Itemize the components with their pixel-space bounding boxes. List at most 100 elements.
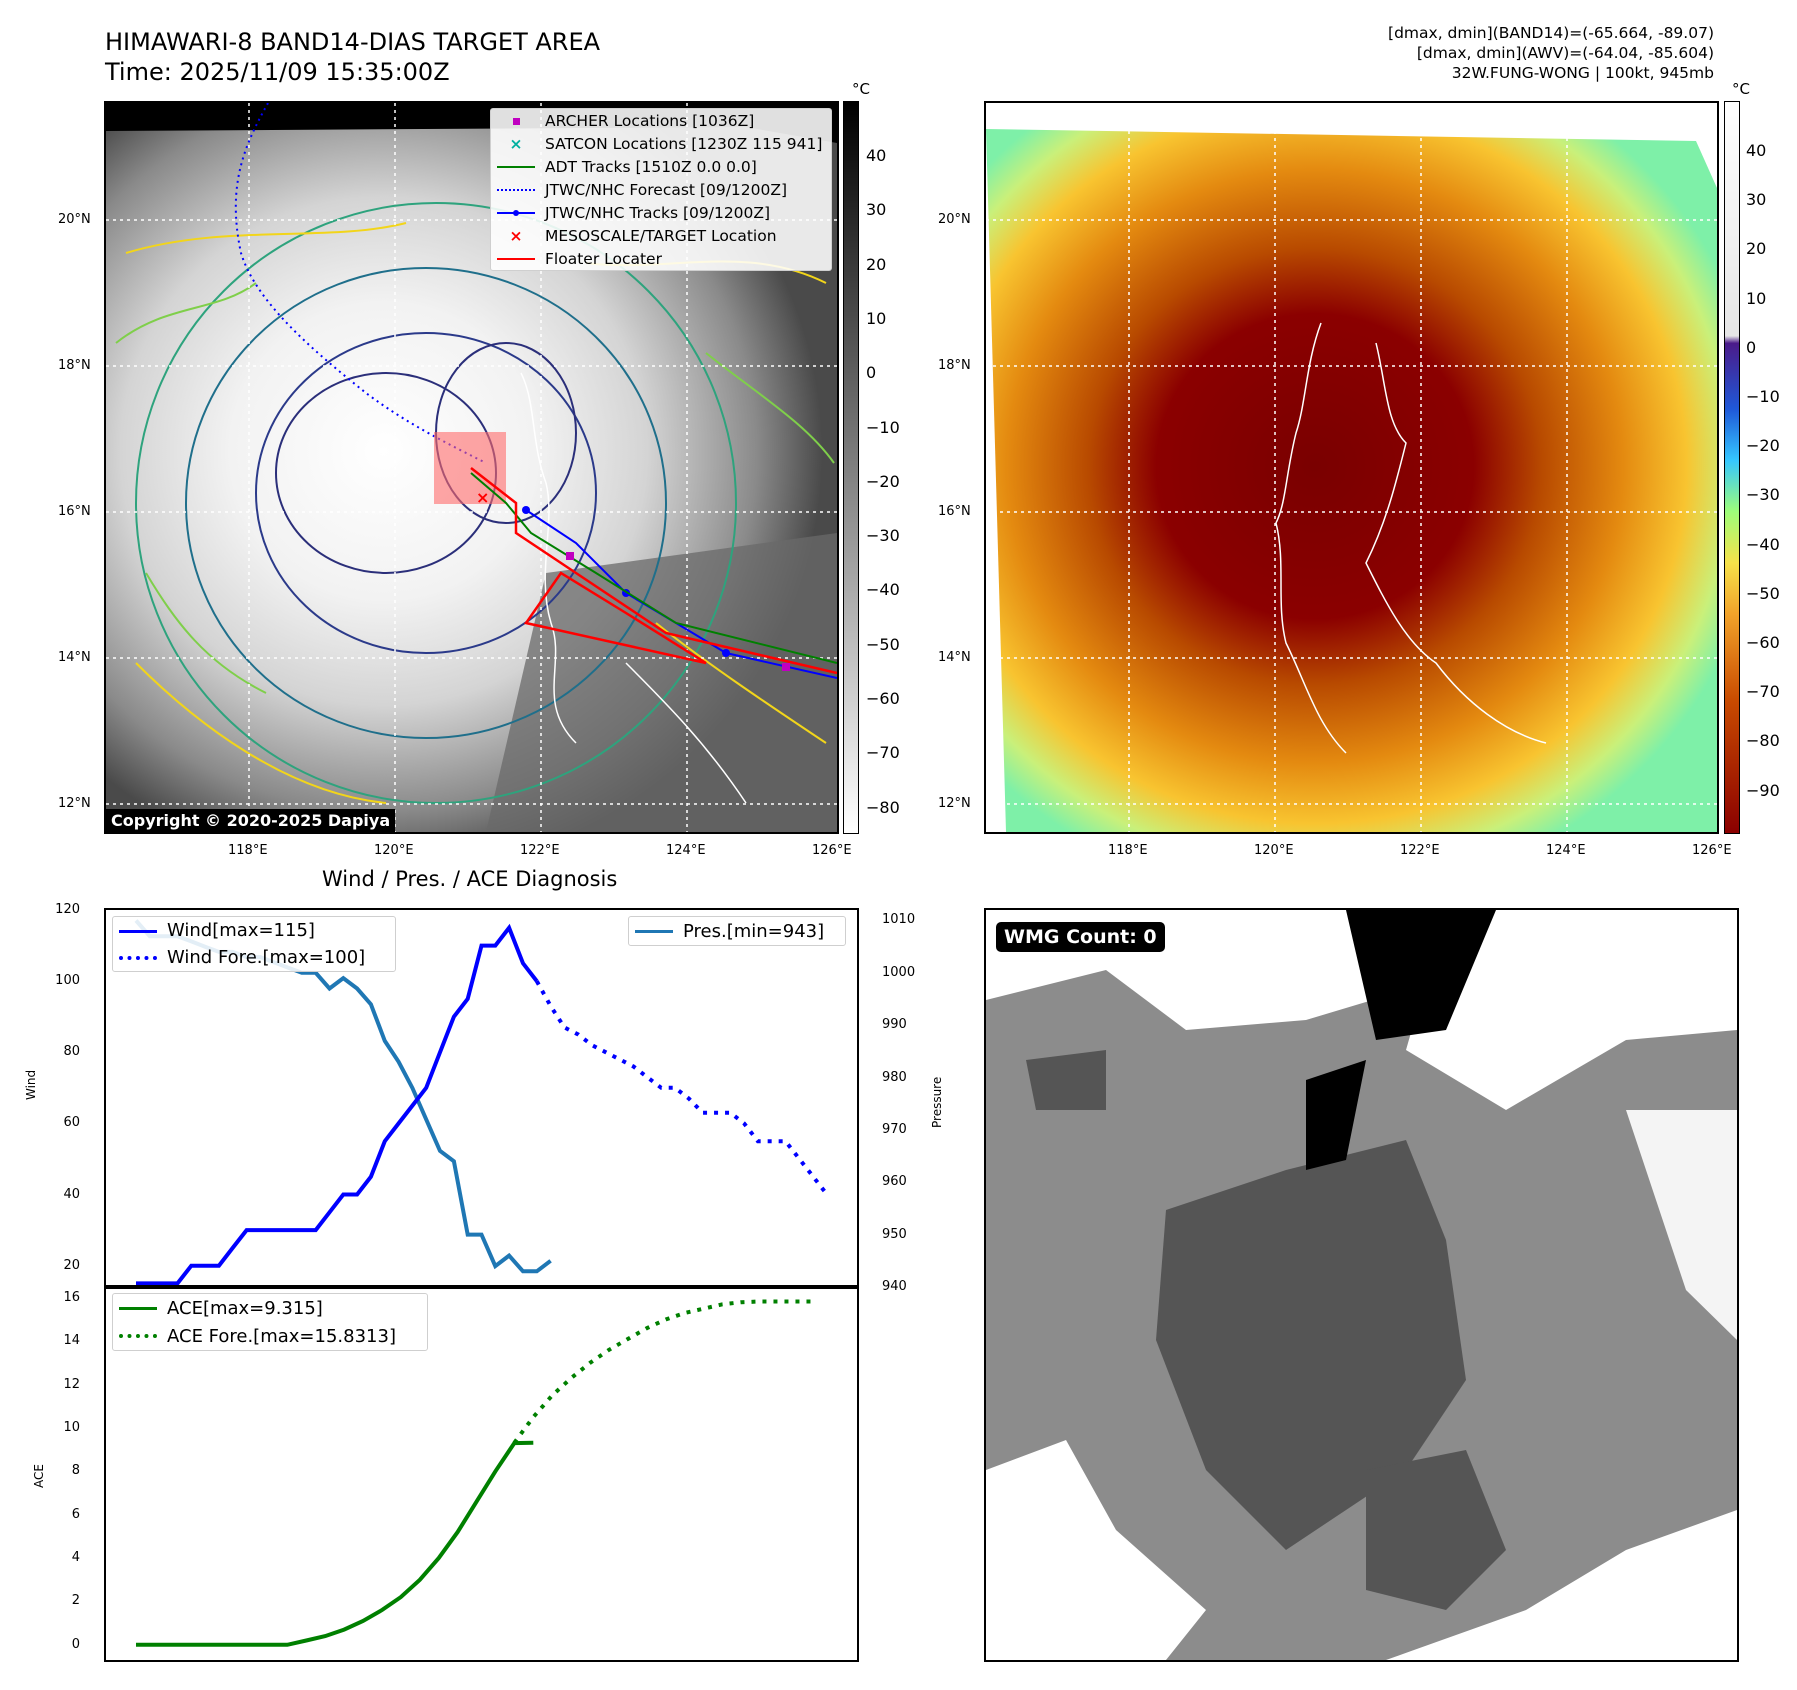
- lat-tick: 12°N: [938, 796, 971, 811]
- colorbar-tick: −20: [866, 471, 900, 491]
- y-tick: 20: [63, 1257, 80, 1273]
- pressure-legend: Pres.[min=943]: [628, 916, 846, 946]
- lon-tick: 118°E: [1108, 843, 1148, 858]
- info-storm: 32W.FUNG-WONG | 100kt, 945mb: [1451, 64, 1714, 82]
- lat-tick: 12°N: [58, 796, 91, 811]
- ace-forecast-line: [512, 1299, 817, 1444]
- ace-line: [136, 1440, 534, 1647]
- y-tick: 1010: [882, 912, 916, 928]
- legend-item-satcon: × SATCON Locations [1230Z 115 941]: [509, 134, 823, 153]
- colorbar-tick: −40: [1746, 534, 1780, 554]
- lon-tick: 122°E: [1400, 843, 1440, 858]
- wind-ylabel: Wind: [24, 1069, 38, 1100]
- diagnosis-title: Wind / Pres. / ACE Diagnosis: [322, 867, 618, 891]
- ace-chart: [104, 1285, 859, 1662]
- awv-map-panel: [984, 101, 1719, 834]
- legend-item-jtwc-forecast: JTWC/NHC Forecast [09/1200Z]: [491, 178, 831, 201]
- y-tick: 40: [63, 1186, 80, 1202]
- colorbar-tick: 0: [1746, 337, 1757, 357]
- lon-tick: 122°E: [520, 843, 560, 858]
- colorbar-tick: 10: [866, 308, 887, 328]
- y-tick: 14: [63, 1333, 80, 1349]
- y-tick: 940: [882, 1279, 907, 1294]
- lat-tick: 16°N: [58, 504, 91, 519]
- y-tick: 16: [63, 1289, 80, 1305]
- ace-legend: ACE[max=9.315] ACE Fore.[max=15.8313]: [112, 1293, 428, 1351]
- colorbar-tick: −70: [866, 743, 900, 763]
- colorbar-tick: −10: [866, 417, 900, 437]
- awv-map-image: [986, 103, 1717, 832]
- legend-item-pressure: Pres.[min=943]: [629, 917, 845, 945]
- y-tick: 120: [55, 902, 80, 917]
- y-tick: 80: [63, 1044, 80, 1060]
- map-legend: ARCHER Locations [1036Z] × SATCON Locatio…: [490, 108, 832, 271]
- lon-tick: 126°E: [1692, 843, 1732, 858]
- colorbar-tick: 20: [866, 254, 887, 274]
- info-awv: [dmax, dmin](AWV)=(-64.04, -85.604): [1416, 44, 1714, 62]
- colorbar-tick: −80: [1746, 731, 1780, 751]
- colorbar-tick: −50: [866, 634, 900, 654]
- y-tick: 950: [882, 1226, 907, 1242]
- lon-tick: 118°E: [228, 843, 268, 858]
- colorbar-tick: −80: [866, 797, 900, 817]
- y-tick: 0: [71, 1636, 80, 1652]
- lat-tick: 20°N: [938, 212, 971, 227]
- y-tick: 8: [71, 1463, 80, 1479]
- legend-item-archer: ARCHER Locations [1036Z]: [491, 109, 831, 132]
- y-tick: 6: [71, 1506, 80, 1522]
- legend-item-adt: ADT Tracks [1510Z 0.0 0.0]: [491, 155, 831, 178]
- y-tick: 4: [71, 1550, 80, 1566]
- wmg-panel: WMG Count: 0: [984, 908, 1739, 1662]
- colorbar-tick: −20: [1746, 436, 1780, 456]
- colorbar-tick: −50: [1746, 583, 1780, 603]
- lat-tick: 18°N: [58, 358, 91, 373]
- lat-tick: 20°N: [58, 212, 91, 227]
- y-tick: 12: [63, 1376, 80, 1392]
- awv-colorbar-unit: °C: [1732, 80, 1750, 98]
- pressure-line: [134, 919, 552, 1274]
- colorbar-tick: −30: [866, 526, 900, 546]
- y-tick: 970: [882, 1121, 907, 1137]
- lat-tick: 16°N: [938, 504, 971, 519]
- lat-tick: 14°N: [938, 650, 971, 665]
- lat-tick: 14°N: [58, 650, 91, 665]
- pressure-ylabel: Pressure: [930, 1076, 944, 1128]
- svg-text:×: ×: [476, 488, 489, 507]
- lon-tick: 126°E: [812, 843, 852, 858]
- y-tick: 1000: [882, 964, 916, 980]
- colorbar-tick: 30: [1746, 190, 1767, 210]
- awv-colorbar: [1724, 101, 1740, 834]
- lat-tick: 18°N: [938, 358, 971, 373]
- y-tick: 980: [882, 1069, 907, 1085]
- legend-item-wind: Wind[max=115]: [113, 917, 395, 944]
- y-tick: 100: [55, 973, 80, 989]
- colorbar-tick: −70: [1746, 682, 1780, 702]
- info-band14: [dmax, dmin](BAND14)=(-65.664, -89.07): [1388, 24, 1714, 42]
- legend-item-ace-forecast: ACE Fore.[max=15.8313]: [113, 1322, 427, 1350]
- legend-item-jtwc-tracks: JTWC/NHC Tracks [09/1200Z]: [491, 201, 831, 224]
- legend-item-ace: ACE[max=9.315]: [113, 1294, 427, 1322]
- lon-tick: 120°E: [1254, 843, 1294, 858]
- copyright-label: Copyright © 2020-2025 Dapiya: [106, 809, 396, 832]
- colorbar-tick: 40: [866, 146, 887, 165]
- ir-map-image: ×: [106, 103, 837, 832]
- wind-line: [136, 923, 539, 1286]
- wind-forecast-line: [535, 980, 829, 1196]
- wind-legend: Wind[max=115] Wind Fore.[max=100]: [112, 916, 396, 972]
- legend-item-wind-forecast: Wind Fore.[max=100]: [113, 944, 395, 971]
- ir-colorbar: [843, 101, 859, 834]
- colorbar-tick: 10: [1746, 288, 1767, 308]
- y-tick: 10: [63, 1419, 80, 1435]
- y-tick: 60: [63, 1115, 80, 1131]
- wmg-image: [986, 910, 1737, 1660]
- colorbar-tick: −60: [866, 689, 900, 708]
- colorbar-tick: −30: [1746, 485, 1780, 505]
- colorbar-tick: −40: [866, 580, 900, 600]
- colorbar-tick: −10: [1746, 387, 1780, 406]
- y-tick: 990: [882, 1017, 907, 1033]
- colorbar-tick: 30: [866, 200, 887, 220]
- lon-tick: 124°E: [666, 843, 706, 858]
- figure-time: Time: 2025/11/09 15:35:00Z: [105, 58, 450, 86]
- legend-item-floater: Floater Locater: [491, 247, 831, 270]
- colorbar-tick: −60: [1746, 633, 1780, 652]
